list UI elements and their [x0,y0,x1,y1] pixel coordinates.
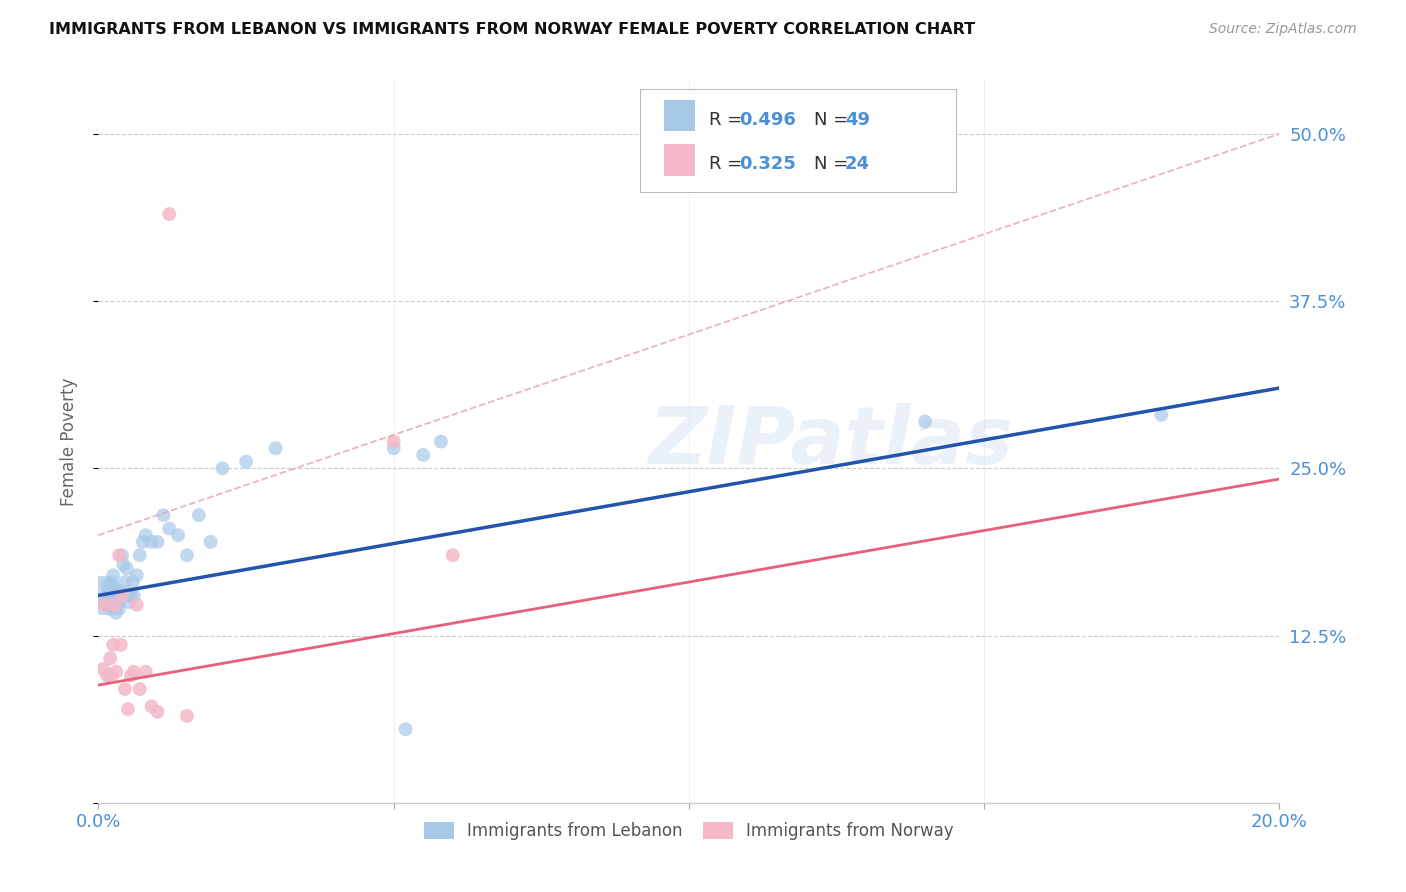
Point [111,548,134,563]
Point [187,508,209,523]
Point [110,638,132,652]
Point [152,508,174,523]
Point [117,589,139,603]
Point [114,575,136,590]
Point [132,534,155,549]
Point [100,575,122,590]
Point [103,582,125,596]
Point [157,521,180,535]
Point [135,528,157,542]
Point [96,669,118,683]
Point [100,589,122,603]
Point [146,705,169,719]
Point [1150,408,1173,422]
Point [108,595,131,609]
Point [91,662,114,676]
Legend: Immigrants from Lebanon, Immigrants from Norway: Immigrants from Lebanon, Immigrants from… [416,814,962,848]
Point [104,598,127,612]
Point [120,589,142,603]
Point [394,723,416,737]
Point [122,665,145,679]
Point [105,598,128,612]
Point [264,442,287,455]
Point [914,414,936,429]
Point [122,589,145,603]
Point [98,602,121,616]
Point [128,548,150,563]
Point [103,638,125,652]
Point [141,699,163,714]
Point [117,702,139,716]
Point [98,651,121,665]
Y-axis label: Female Poverty: Female Poverty [59,377,77,506]
Point [211,461,233,475]
Text: Source: ZipAtlas.com: Source: ZipAtlas.com [1209,22,1357,37]
Point [104,582,127,596]
Point [141,534,163,549]
Text: 0.496: 0.496 [740,111,796,128]
Point [382,434,405,449]
Point [105,606,128,620]
Point [128,681,150,696]
Point [176,548,198,563]
Point [176,708,198,723]
Text: N =: N = [814,155,853,173]
Point [120,669,142,683]
Point [441,548,464,563]
Point [135,665,157,679]
Point [93,598,115,612]
Point [412,448,434,462]
Point [93,598,115,612]
Point [121,575,143,590]
Point [235,455,257,469]
Point [112,558,135,572]
Point [430,434,453,449]
Point [118,595,141,609]
Point [382,442,405,455]
Point [94,595,117,609]
Text: R =: R = [709,155,748,173]
Point [115,562,138,576]
Point [146,534,169,549]
Point [108,548,131,563]
Point [108,602,131,616]
Point [98,584,121,599]
Text: 24: 24 [845,155,870,173]
Text: 49: 49 [845,111,870,128]
Point [125,598,148,612]
Point [103,568,125,582]
Point [111,589,134,603]
Point [110,584,132,599]
Text: R =: R = [709,111,748,128]
Point [98,589,121,603]
Point [167,528,190,542]
Point [200,534,222,549]
Point [125,568,148,582]
Point [96,592,118,607]
Point [157,207,180,221]
Point [100,669,122,683]
Point [91,589,114,603]
Text: N =: N = [814,111,853,128]
Text: ZIPatlas: ZIPatlas [648,402,1014,481]
Point [96,579,118,593]
Point [105,595,128,609]
Point [105,665,128,679]
Point [114,681,136,696]
Text: 0.325: 0.325 [740,155,796,173]
Text: IMMIGRANTS FROM LEBANON VS IMMIGRANTS FROM NORWAY FEMALE POVERTY CORRELATION CHA: IMMIGRANTS FROM LEBANON VS IMMIGRANTS FR… [49,22,976,37]
